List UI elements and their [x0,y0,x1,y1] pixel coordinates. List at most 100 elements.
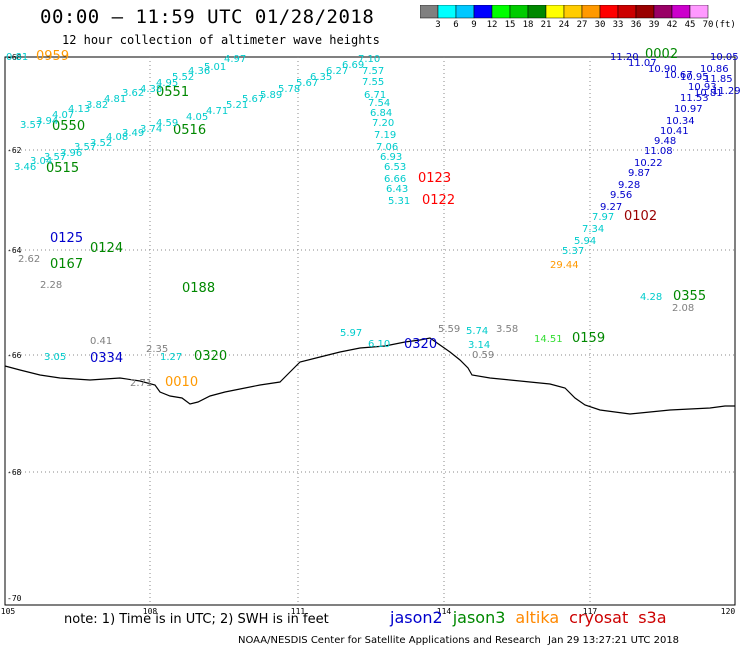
wave-height-value: 6.43 [386,184,408,195]
track-time-label: 0551 [156,85,189,100]
map-frame [4,56,736,606]
wave-height-value: 7.10 [358,54,380,65]
wave-height-value: 7.54 [368,98,390,109]
scale-swatch [635,5,655,19]
wave-height-value: 7.34 [582,224,604,235]
wave-height-value: 10.93 [688,82,717,93]
wave-height-value: 2.71 [130,378,152,389]
wave-height-value: 11.53 [680,93,709,104]
wave-height-value: 11.07 [628,58,657,69]
graticule [5,57,735,605]
scale-swatch [671,5,691,19]
satellite-legend-item: cryosat [569,608,629,627]
track-time-label: 0334 [90,351,123,366]
wave-height-value: 3.05 [44,352,66,363]
latitude-label: -68 [7,468,22,477]
wave-height-value: 3.14 [468,340,490,351]
scale-tick-label: 3 [435,20,441,30]
wave-height-value: 5.97 [340,328,362,339]
scale-swatch [599,5,619,19]
scale-swatch [491,5,511,19]
latitude-label: -62 [7,146,22,155]
scale-tick-label: 27 [576,20,588,30]
wave-height-value: 0.81 [6,52,28,63]
wave-height-value: 3.94 [36,116,58,127]
wave-height-value: 5.31 [388,196,410,207]
longitude-label: 117 [583,607,598,616]
scale-swatch [509,5,529,19]
track-time-label: 0516 [173,123,206,138]
wave-height-value: 5.74 [466,326,488,337]
wave-height-value: 11.20 [610,52,639,63]
wave-height-value: 4.36 [188,66,210,77]
wave-height-value: 6.27 [326,66,348,77]
color-scale-bar [420,5,709,19]
wave-height-value: 4.28 [640,292,662,303]
wave-height-value: 6.71 [364,90,386,101]
wave-height-value: 2.35 [146,344,168,355]
track-time-label: 0122 [422,193,455,208]
wave-height-value: 4.59 [156,118,178,129]
wave-height-value: 6.84 [370,108,392,119]
track-time-label: 0124 [90,241,123,256]
wave-height-value: 9.27 [600,202,622,213]
wave-height-value: 5.94 [574,236,596,247]
track-time-label: 0102 [624,209,657,224]
scale-tick-label: 6 [453,20,459,30]
wave-height-value: 3.46 [14,162,36,173]
wave-height-value: 7.57 [362,66,384,77]
antarctic-coastline [4,337,735,415]
wave-height-value: 29.44 [550,260,579,271]
wave-height-value: 10.34 [666,116,695,127]
credit-text: NOAA/NESDIS Center for Satellite Applica… [238,635,541,646]
wave-height-value: 3.82 [86,100,108,111]
scale-swatch [617,5,637,19]
wave-height-value: 1.27 [160,352,182,363]
scale-swatch [581,5,601,19]
track-time-label: 0320 [404,337,437,352]
longitude-labels: 105 108 111 114 117 120 [1,607,736,616]
track-time-label: 0320 [194,349,227,364]
wave-height-value: 6.93 [380,152,402,163]
scale-tick-label: 9 [471,20,477,30]
longitude-label: 114 [437,607,452,616]
wave-height-value: 10.22 [634,158,663,169]
wave-height-value: 3.52 [90,138,112,149]
scale-swatch [527,5,547,19]
wave-height-value: 4.07 [52,110,74,121]
wave-height-value: 3.49 [122,128,144,139]
wave-height-value: 5.67 [296,78,318,89]
track-time-label: 0515 [46,161,79,176]
longitude-label: 105 [1,607,16,616]
wave-height-value: 5.78 [278,84,300,95]
latitude-label: -70 [7,594,22,603]
track-time-label: 0123 [418,171,451,186]
satellite-legend-item: jason2 [390,608,443,627]
wave-height-value: 3.58 [496,324,518,335]
wave-height-value: 11.85 [704,74,733,85]
track-time-label: 0159 [572,331,605,346]
wave-height-value: 5.59 [438,324,460,335]
wave-height-value: 10.86 [700,64,729,75]
wave-height-value: 4.08 [106,132,128,143]
latitude-labels: -60 -62 -64 -66 -68 -70 [7,53,22,603]
scale-tick-label: 70 [702,20,714,30]
wave-height-value: 7.20 [372,118,394,129]
track-time-label: 0355 [673,289,706,304]
wave-height-value: 6.35 [310,72,332,83]
wave-height-value: 2.08 [672,303,694,314]
satellite-legend: jason2 jason3 altika cryosat s3a [390,608,677,627]
wave-height-value: 10.41 [660,126,689,137]
scale-tick-label: 24 [558,20,570,30]
wave-height-value: 10.95 [680,72,709,83]
scale-swatch [473,5,493,19]
wave-height-value: 4.13 [68,104,90,115]
scale-tick-label: 30 [594,20,606,30]
latitude-label: -64 [7,246,22,255]
latitude-label: -66 [7,351,22,360]
page-title: 00:00 – 11:59 UTC 01/28/2018 [40,6,375,28]
satellite-legend-item: altika [515,608,560,627]
track-annotations: 0959 0551 0550 0516 0515 0123 0122 0002 0102 0355… [6,47,740,390]
scale-tick-label: 36 [630,20,642,30]
